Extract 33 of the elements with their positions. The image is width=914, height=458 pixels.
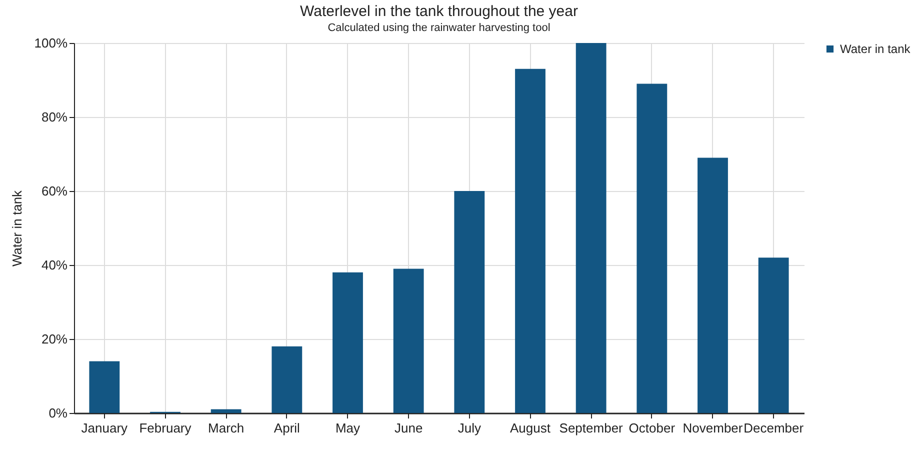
y-tick-label: 40%: [41, 258, 68, 272]
bar: [393, 268, 424, 413]
y-tick-label: 60%: [41, 184, 68, 198]
x-tick-label: June: [394, 420, 423, 436]
x-tick-label: December: [744, 420, 804, 436]
x-tick-label: February: [139, 420, 192, 436]
bar: [515, 68, 546, 413]
x-tick-label: January: [81, 420, 128, 436]
x-tick-label: July: [458, 420, 482, 436]
bar: [636, 84, 668, 413]
x-tick-label: March: [208, 420, 244, 436]
bar: [89, 361, 120, 413]
bar: [454, 191, 485, 413]
chart-title: Waterlevel in the tank throughout the year: [300, 3, 578, 20]
y-tick-label: 20%: [41, 332, 68, 346]
x-tick-label: November: [682, 420, 744, 436]
x-tick-label: May: [335, 420, 361, 436]
bar: [576, 43, 606, 413]
x-tick-label: October: [628, 420, 676, 436]
bar: [210, 409, 242, 413]
x-tick-label: August: [510, 420, 551, 436]
y-axis-title: Water in tank: [9, 190, 24, 267]
x-tick-label: September: [559, 420, 624, 436]
bar: [272, 346, 302, 413]
x-tick-label: April: [274, 420, 300, 436]
bar: [332, 272, 363, 413]
legend-label: Water in tank: [840, 42, 912, 56]
y-tick-label: 0%: [48, 406, 68, 420]
bar: [698, 158, 728, 413]
y-tick-label: 100%: [34, 36, 68, 50]
y-tick-label: 80%: [41, 110, 68, 124]
chart-subtitle: Calculated using the rainwater harvesting tool: [328, 22, 550, 34]
bar: [758, 258, 789, 413]
